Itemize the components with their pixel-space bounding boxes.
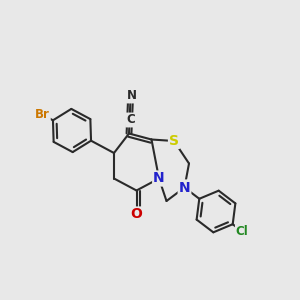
Text: N: N	[153, 172, 165, 185]
Text: S: S	[169, 134, 179, 148]
Text: N: N	[179, 181, 190, 194]
Text: N: N	[127, 89, 137, 103]
Text: O: O	[130, 208, 142, 221]
Text: C: C	[126, 113, 135, 127]
Text: Cl: Cl	[236, 225, 249, 238]
Text: Br: Br	[35, 108, 50, 121]
